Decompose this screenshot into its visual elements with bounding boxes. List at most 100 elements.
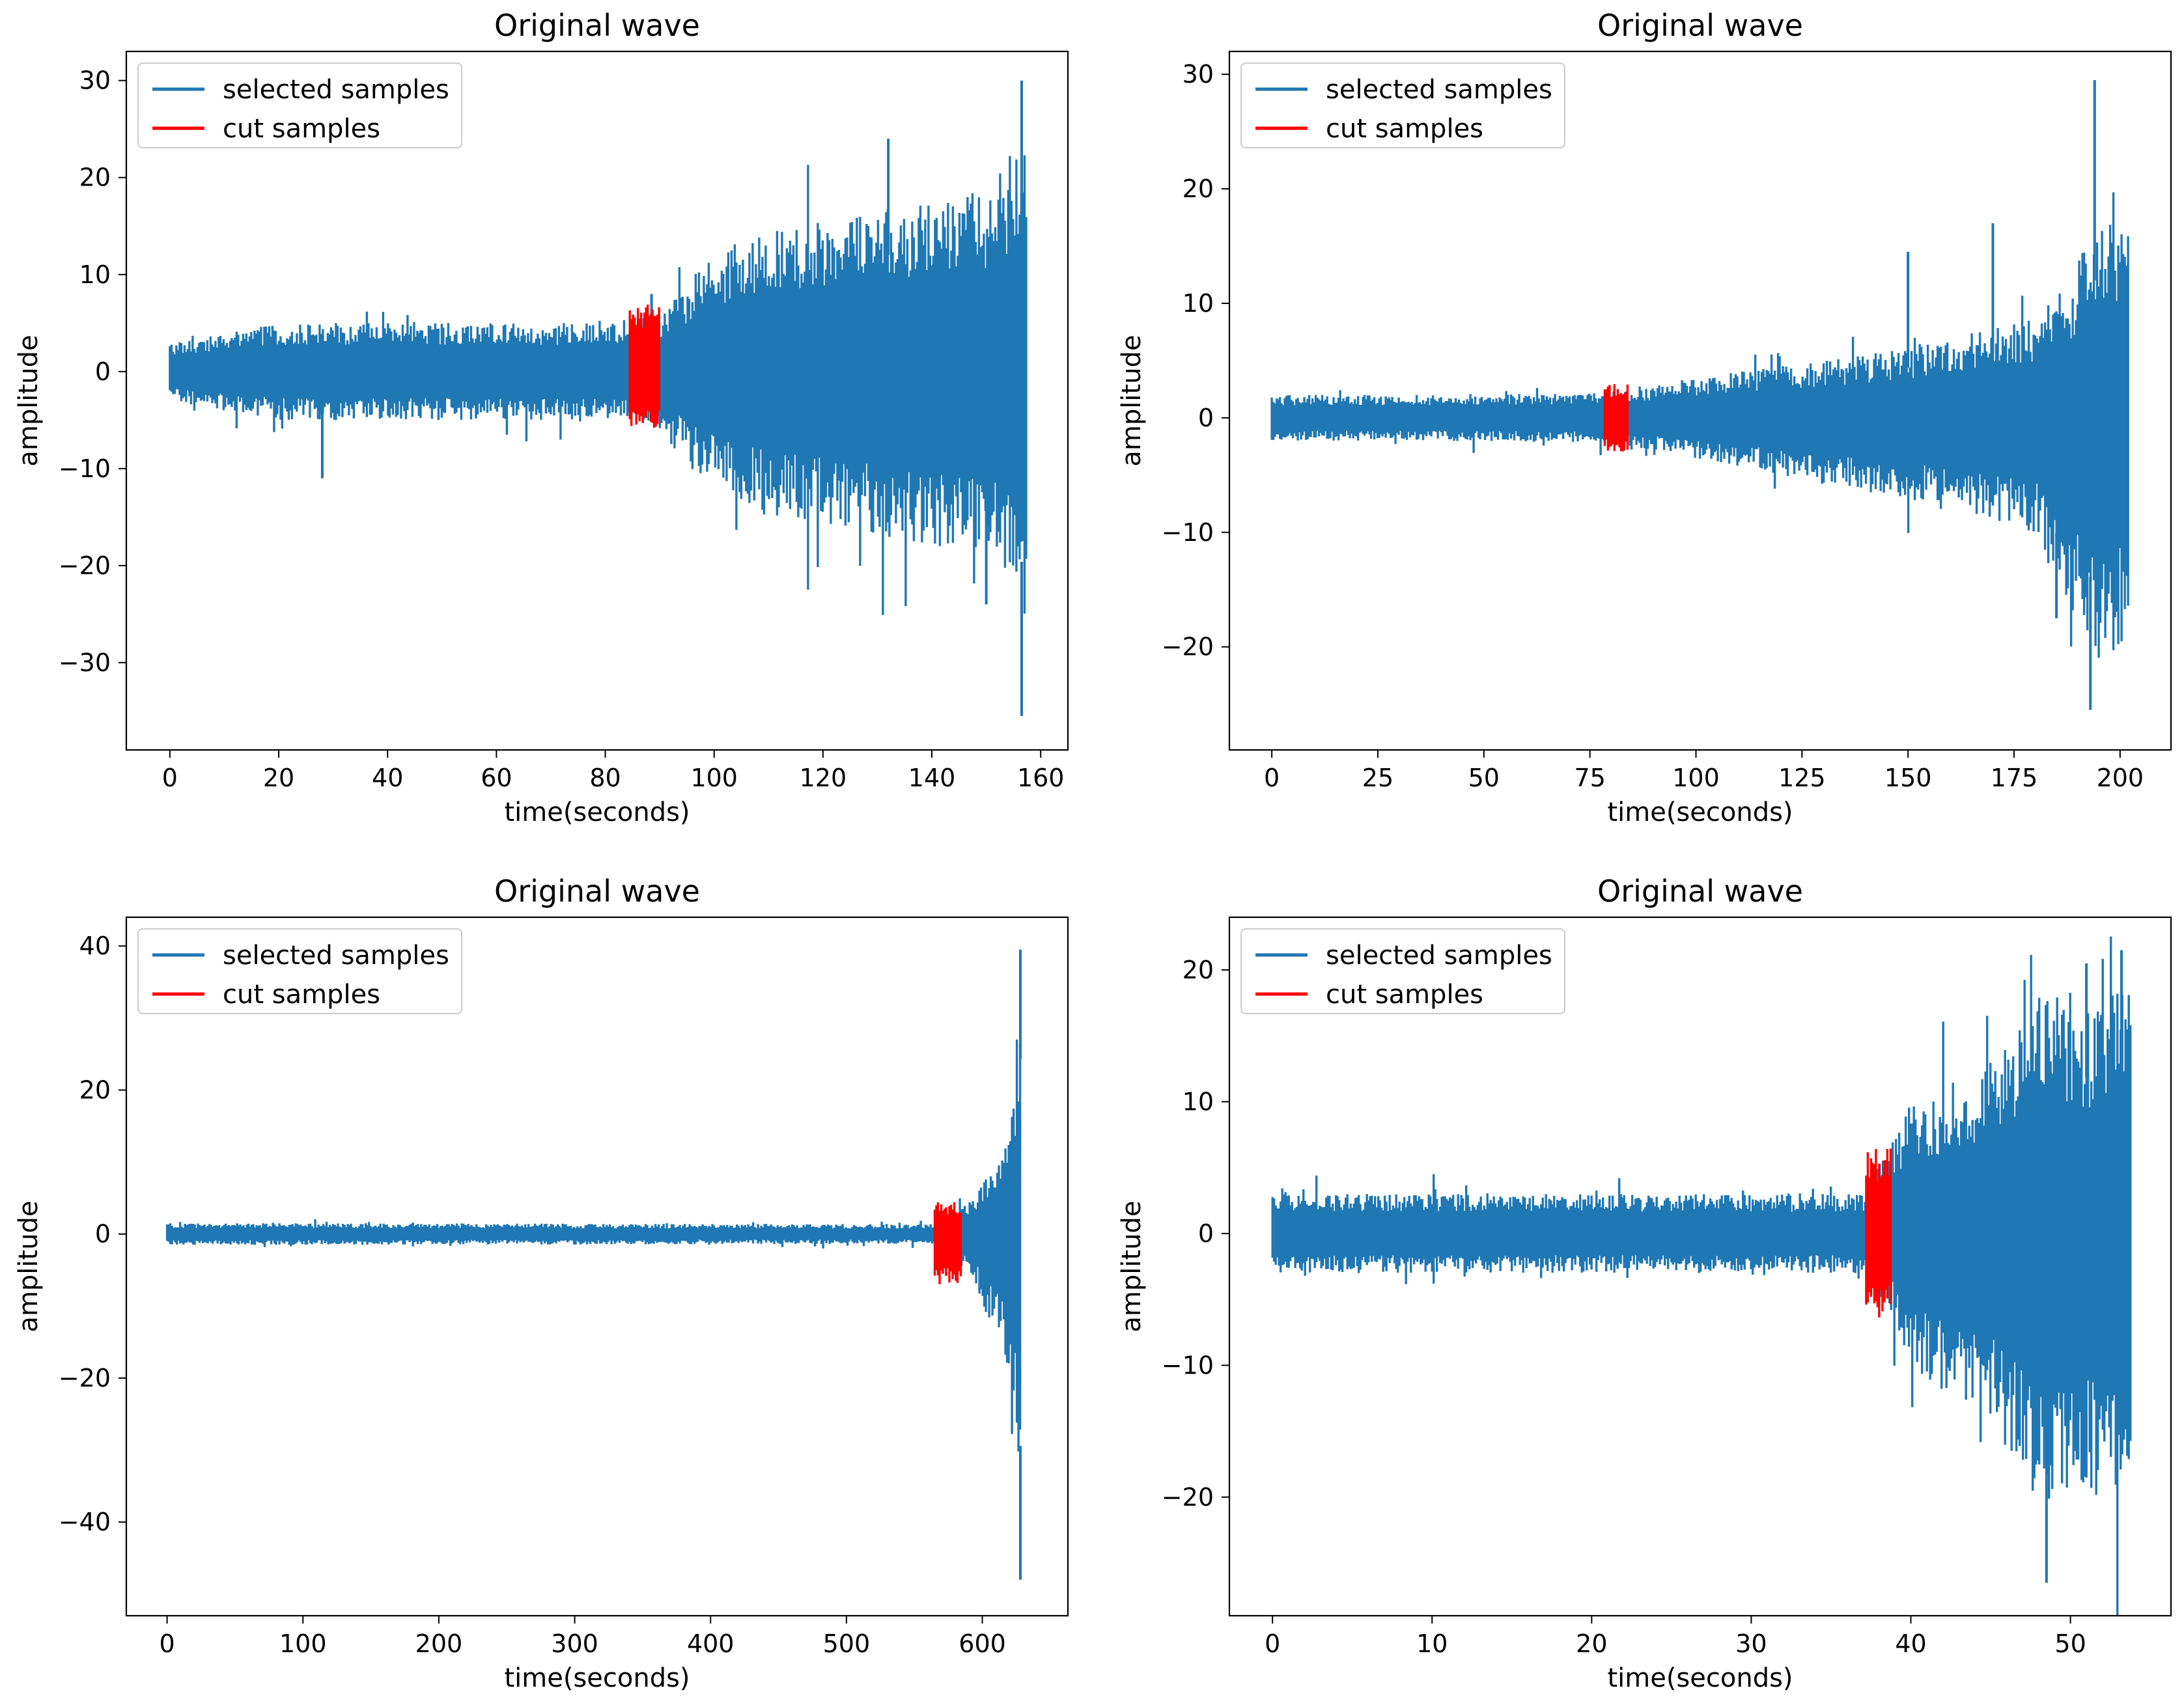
- x-tick-label: 50: [2054, 1629, 2086, 1658]
- x-tick-label: 0: [160, 1629, 175, 1658]
- x-tick-label: 300: [551, 1629, 598, 1658]
- x-tick-label: 100: [1672, 764, 1720, 792]
- y-tick-label: 10: [1183, 1087, 1214, 1116]
- x-tick-label: 40: [1895, 1629, 1926, 1658]
- y-tick-label: 0: [95, 357, 111, 386]
- y-tick-label: −20: [1162, 1483, 1214, 1512]
- x-axis-label: time(seconds): [1607, 1663, 1793, 1693]
- series-cut-samples: [1603, 384, 1629, 452]
- x-tick-label: 140: [908, 764, 956, 792]
- axes-frame: [1228, 50, 2172, 751]
- y-tick-label: −30: [59, 648, 111, 677]
- y-tick-label: 20: [79, 163, 111, 192]
- legend-label: cut samples: [223, 980, 380, 1010]
- x-tick-label: 160: [1017, 764, 1065, 792]
- chart-title: Original wave: [494, 874, 700, 909]
- series-cut-samples: [628, 304, 660, 428]
- y-tick-label: −40: [59, 1508, 111, 1536]
- legend-box: [1240, 928, 1565, 1014]
- x-tick-label: 200: [415, 1629, 463, 1658]
- x-tick-label: 40: [372, 764, 403, 792]
- x-tick-label: 500: [823, 1629, 871, 1658]
- x-tick-label: 120: [800, 764, 847, 792]
- axes-frame: [125, 916, 1069, 1617]
- x-tick-label: 25: [1362, 764, 1393, 792]
- legend: selected samples cut samples: [137, 928, 462, 1014]
- x-tick-label: 20: [1576, 1629, 1607, 1658]
- axes-frame: [1228, 916, 2172, 1617]
- y-tick-label: 30: [79, 66, 111, 95]
- y-tick-label: 10: [79, 260, 111, 289]
- x-tick-label: 0: [1265, 1629, 1280, 1658]
- x-tick-label: 20: [263, 764, 294, 792]
- chart-panel-2: 0 25 50 75 100 125 150 175 200 −20 −10 0 10 20 30 Origi…: [1117, 8, 2172, 827]
- y-axis-label: amplitude: [14, 1200, 44, 1332]
- x-tick-label: 10: [1416, 1629, 1448, 1658]
- chart-panel-1: 0 20 40 60 80 100 120 140 160 −30 −20 −10 0 10 20 30 Ori…: [14, 8, 1069, 827]
- chart-panel-4: 0 10 20 30 40 50 −20 −10 0 10 20 Original wave time(…: [1117, 874, 2172, 1693]
- y-tick-label: 20: [79, 1075, 111, 1104]
- x-tick-label: 600: [959, 1629, 1006, 1658]
- series-cut-samples: [1865, 1148, 1892, 1318]
- legend-box: [1240, 62, 1565, 148]
- y-tick-label: 20: [1183, 956, 1214, 984]
- plot-area: [1271, 936, 2132, 1616]
- legend-label: selected samples: [223, 75, 449, 105]
- x-tick-label: 30: [1735, 1629, 1767, 1658]
- x-tick-label: 75: [1574, 764, 1605, 792]
- x-axis-label: time(seconds): [504, 1663, 690, 1693]
- chart-panel-3: 0 100 200 300 400 500 600 −40 −20 0 20 40 Original w…: [14, 874, 1069, 1693]
- series-selected-samples: [1270, 192, 2129, 658]
- legend: selected samples cut samples: [137, 62, 462, 148]
- x-tick-label: 50: [1468, 764, 1500, 792]
- y-tick-label: −20: [59, 1364, 111, 1392]
- series-selected-samples: [165, 1039, 1022, 1452]
- y-axis-label: amplitude: [1117, 1200, 1147, 1332]
- x-tick-label: 60: [481, 764, 512, 792]
- x-tick-label: 80: [589, 764, 621, 792]
- x-tick-label: 200: [2097, 764, 2144, 792]
- x-tick-label: 175: [1991, 764, 2038, 792]
- y-tick-label: 40: [79, 932, 111, 960]
- series-cut-samples: [933, 1202, 962, 1284]
- y-axis-label: amplitude: [14, 335, 44, 466]
- x-tick-label: 150: [1884, 764, 1932, 792]
- x-axis-label: time(seconds): [1607, 797, 1793, 827]
- legend-label: cut samples: [223, 114, 380, 144]
- y-tick-label: 0: [95, 1220, 111, 1249]
- chart-title: Original wave: [1597, 8, 1803, 43]
- y-tick-label: −10: [1162, 1351, 1214, 1379]
- plot-area: [1270, 79, 2129, 710]
- legend-box: [137, 928, 462, 1014]
- legend-box: [137, 62, 462, 148]
- y-tick-label: 20: [1183, 174, 1214, 203]
- chart-title: Original wave: [1597, 874, 1803, 909]
- y-axis-label: amplitude: [1117, 335, 1147, 466]
- legend-label: cut samples: [1326, 114, 1483, 144]
- legend: selected samples cut samples: [1240, 928, 1565, 1014]
- legend: selected samples cut samples: [1240, 62, 1565, 148]
- x-tick-label: 400: [687, 1629, 735, 1658]
- x-tick-label: 125: [1778, 764, 1826, 792]
- y-tick-label: 10: [1183, 289, 1214, 318]
- y-tick-label: 0: [1198, 1219, 1214, 1248]
- legend-label: selected samples: [223, 941, 449, 971]
- legend-label: cut samples: [1326, 980, 1483, 1010]
- chart-title: Original wave: [494, 8, 700, 43]
- legend-label: selected samples: [1326, 75, 1552, 105]
- y-tick-label: −20: [1162, 633, 1214, 661]
- x-tick-label: 0: [1264, 764, 1280, 792]
- y-tick-label: −10: [59, 454, 111, 483]
- y-tick-label: −10: [1162, 518, 1214, 547]
- y-tick-label: −20: [59, 551, 111, 580]
- x-tick-label: 100: [279, 1629, 327, 1658]
- plot-area: [165, 949, 1022, 1580]
- plot-area: [169, 80, 1028, 716]
- axes-frame: [125, 50, 1069, 751]
- x-tick-label: 0: [162, 764, 178, 792]
- x-tick-label: 100: [690, 764, 738, 792]
- y-tick-label: 30: [1183, 60, 1214, 89]
- series-selected-samples: [1271, 936, 2132, 1616]
